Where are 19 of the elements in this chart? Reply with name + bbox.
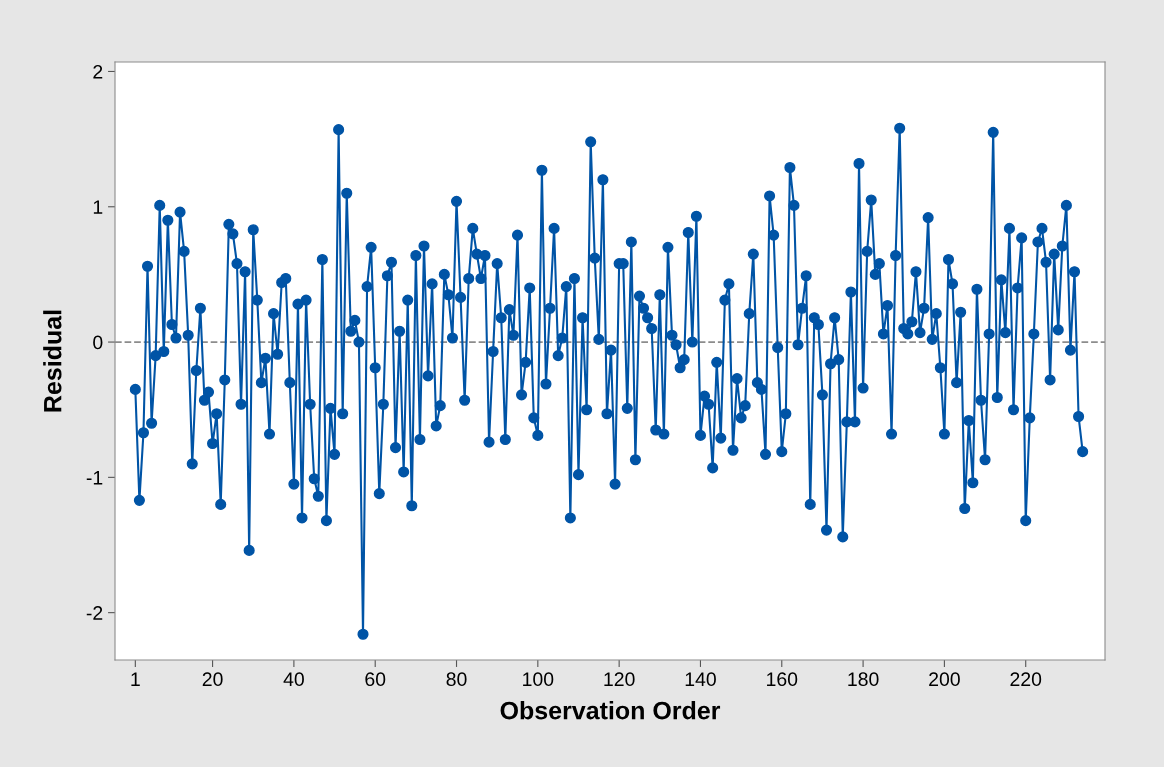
x-tick-label: 220	[1010, 672, 1042, 687]
y-tick-label: 1	[93, 200, 103, 214]
x-tick-label: 20	[202, 672, 223, 687]
x-tick-label: 140	[685, 672, 716, 687]
x-axis-title: Observation Order	[500, 701, 721, 720]
x-tick-label: 1	[131, 672, 140, 686]
y-tick-label: -1	[86, 471, 103, 485]
x-tick-label: 160	[767, 672, 798, 687]
y-tick-label: -2	[86, 606, 103, 620]
x-tick-label: 200	[929, 672, 960, 687]
x-tick-label: 60	[365, 672, 386, 687]
y-tick-label: 0	[93, 335, 103, 350]
x-tick-label: 180	[848, 672, 879, 687]
x-tick-label: 100	[523, 672, 554, 687]
x-tick-label: 80	[446, 672, 467, 687]
x-tick-label: 40	[283, 672, 304, 687]
y-tick-label: 2	[93, 64, 103, 79]
x-tick-label: 120	[604, 672, 635, 687]
y-axis-title: Residual	[43, 310, 62, 412]
